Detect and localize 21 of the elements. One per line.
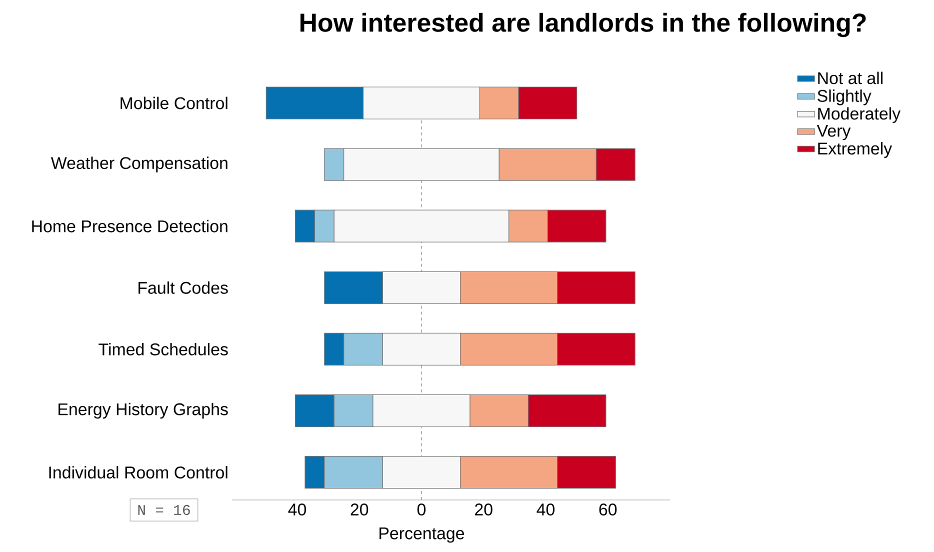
x-tick-label: 60	[599, 504, 617, 516]
y-tick-label: Home Presence Detection	[32, 220, 228, 232]
legend-label: Not at all	[818, 72, 882, 84]
y-tick-label: Fault Codes	[138, 281, 228, 294]
y-tick-label: Individual Room Control	[49, 466, 228, 479]
y-tick-label: Timed Schedules	[98, 342, 228, 356]
x-tick-label: 40	[536, 504, 555, 516]
x-tick-label: 20	[350, 504, 368, 516]
x-tick-label: 20	[475, 504, 492, 516]
text: N = 16	[138, 504, 190, 516]
chart-title: How interested are landlords in the following?	[300, 12, 866, 38]
y-tick-label: Weather Compensation	[50, 156, 228, 172]
legend-label: Very	[816, 124, 851, 140]
x-tick-label: 0	[417, 504, 426, 516]
legend-label: Slightly	[818, 89, 872, 106]
y-tick-label: Energy History Graphs	[58, 402, 228, 419]
legend-label: Moderately	[818, 107, 901, 124]
legend-label: Extremely	[818, 142, 892, 158]
x-tick-label: 40	[288, 504, 306, 516]
y-tick-label: Mobile Control	[120, 96, 228, 110]
x-axis-title: Percentage	[380, 528, 464, 543]
